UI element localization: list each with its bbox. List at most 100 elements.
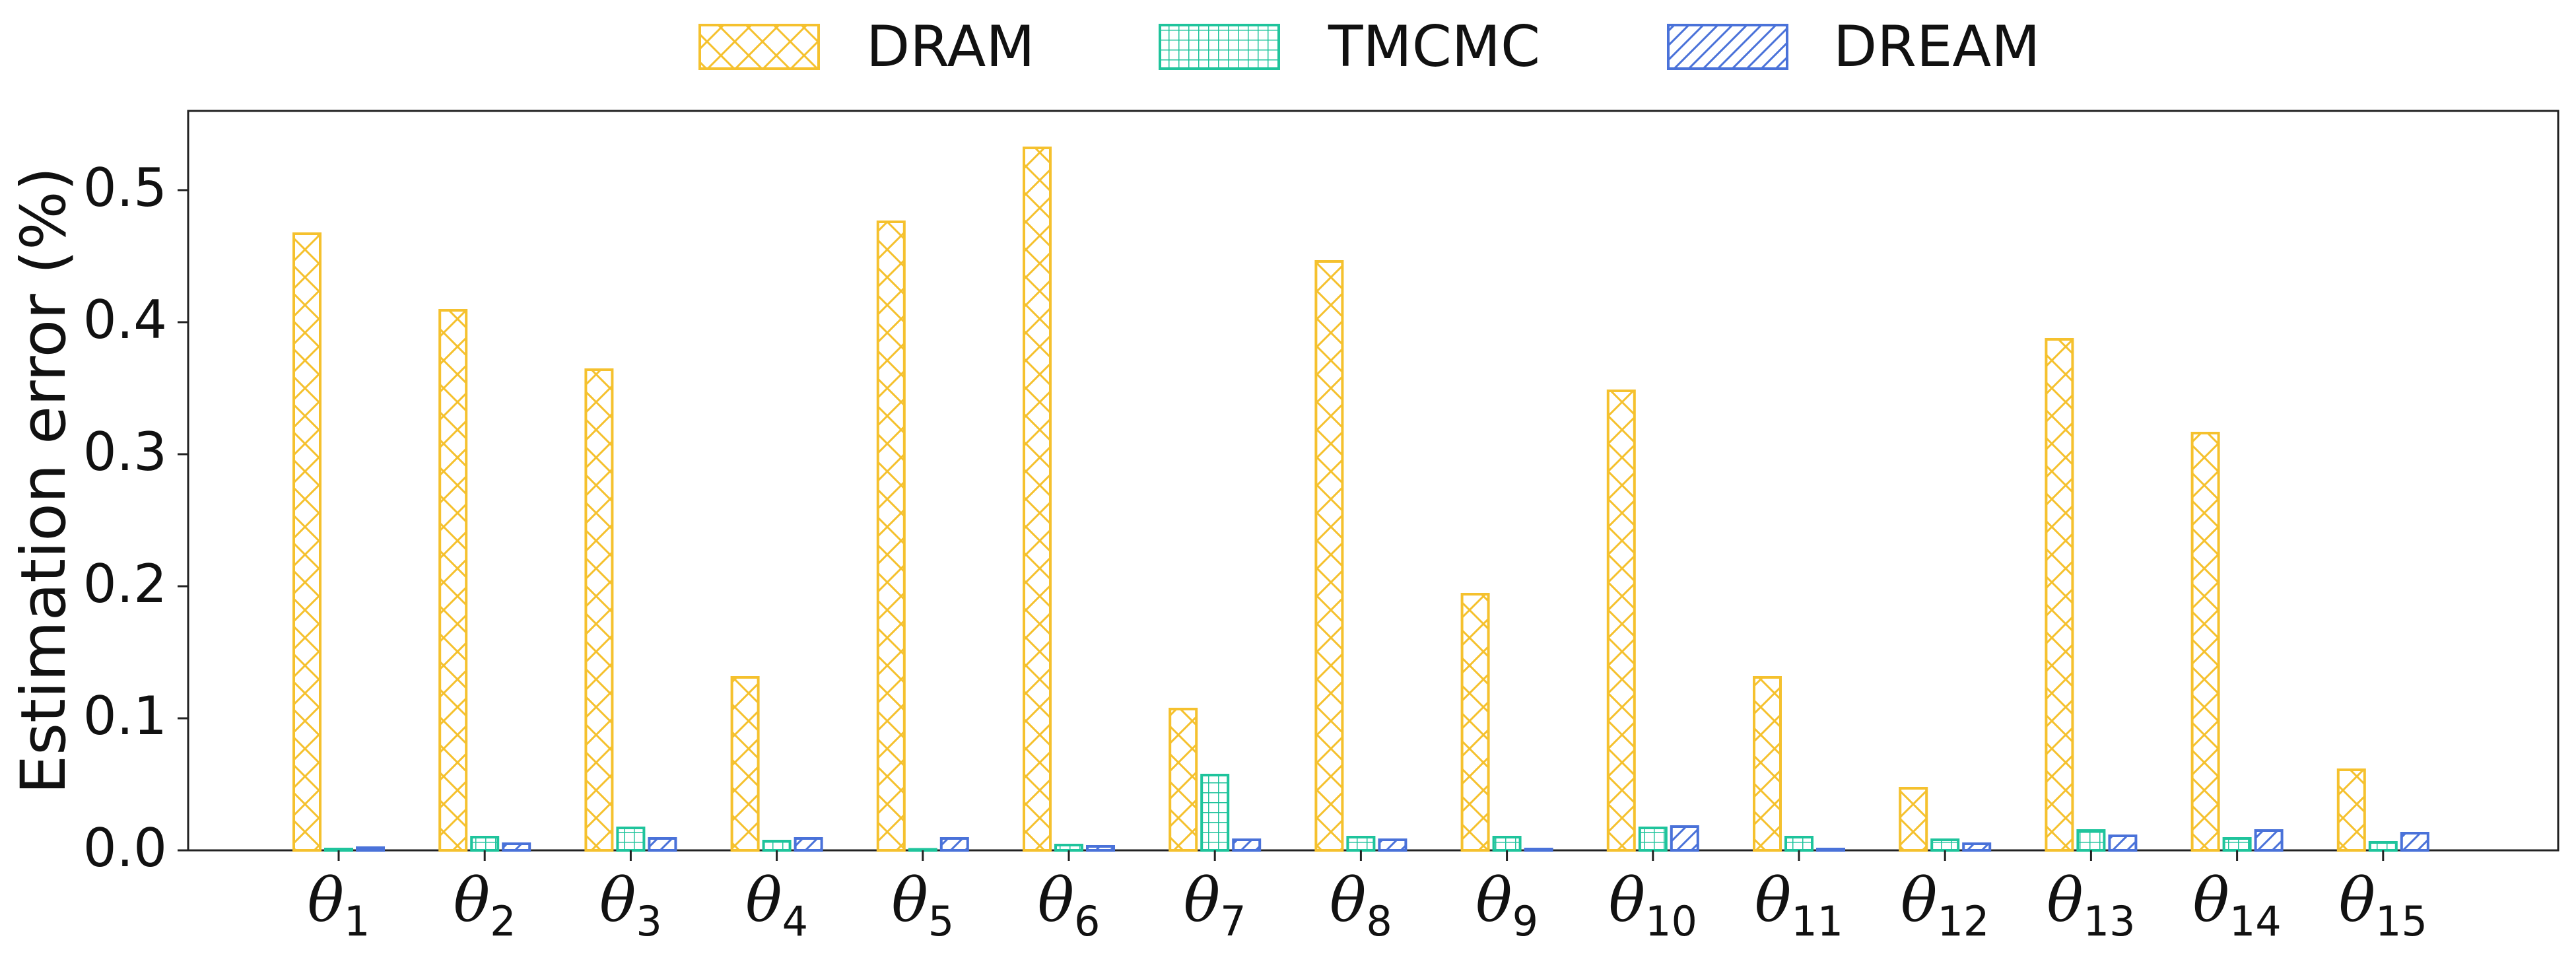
x-tick-subscript: 7 xyxy=(1220,897,1246,945)
x-tick-subscript: 9 xyxy=(1512,897,1538,945)
legend-label-dram: DRAM xyxy=(866,14,1035,80)
x-tick-symbol: θ xyxy=(891,865,928,936)
bar-dream-12 xyxy=(1962,842,1992,852)
x-tick-subscript: 13 xyxy=(2084,897,2136,945)
bar-group xyxy=(292,147,2429,852)
bar-tmcmc-6 xyxy=(1054,844,1083,852)
x-tick-symbol: θ xyxy=(1755,865,1791,936)
bar-dram-13 xyxy=(2045,338,2074,852)
bar-tmcmc-15 xyxy=(2368,841,2398,852)
bar-tmcmc-1 xyxy=(324,848,353,852)
bar-tmcmc-3 xyxy=(616,827,646,852)
legend-swatch-dream xyxy=(1667,24,1788,70)
legend-label-tmcmc: TMCMC xyxy=(1328,14,1540,80)
x-tick-subscript: 11 xyxy=(1791,897,1843,945)
bar-dream-1 xyxy=(356,846,385,852)
bar-tmcmc-13 xyxy=(2076,829,2106,852)
bar-dram-5 xyxy=(876,221,906,852)
x-tick-subscript: 3 xyxy=(636,897,661,945)
bar-dram-6 xyxy=(1023,147,1052,852)
x-tick-symbol: θ xyxy=(1184,865,1220,936)
y-tick-label: 0.0 xyxy=(83,817,167,879)
y-tick-label: 0.2 xyxy=(83,553,167,615)
bar-dream-6 xyxy=(1086,845,1115,852)
x-axis: θ1 θ2 θ3 θ4 θ5 θ6 θ7 θ8 θ9 θ10 θ11 θ12 θ13 θ14 θ15 xyxy=(308,850,2427,945)
bar-tmcmc-4 xyxy=(762,840,792,852)
x-tick-symbol: θ xyxy=(308,865,344,936)
bar-dream-13 xyxy=(2108,835,2138,852)
x-tick-subscript: 15 xyxy=(2375,897,2427,945)
y-axis: 0.0 0.1 0.2 0.3 0.4 0.5 xyxy=(83,157,188,879)
x-tick-symbol: θ xyxy=(599,865,636,936)
bar-dream-11 xyxy=(1816,848,1845,852)
bar-tmcmc-14 xyxy=(2222,837,2252,852)
x-tick-symbol: θ xyxy=(2192,865,2229,936)
x-tick-symbol: θ xyxy=(2047,865,2083,936)
bar-tmcmc-2 xyxy=(470,836,500,852)
x-tick-label: θ5 xyxy=(891,865,954,945)
x-tick-label: θ4 xyxy=(745,865,808,945)
legend-swatch-tmcmc xyxy=(1159,24,1280,70)
x-tick-subscript: 12 xyxy=(1937,897,1989,945)
y-tick-label: 0.1 xyxy=(83,685,167,747)
x-tick-label: θ9 xyxy=(1475,865,1538,945)
bar-dream-9 xyxy=(1524,848,1553,852)
bar-tmcmc-11 xyxy=(1784,836,1813,852)
y-tick-label: 0.5 xyxy=(83,157,167,219)
y-tick-label: 0.4 xyxy=(83,289,167,351)
x-tick-symbol: θ xyxy=(454,865,490,936)
x-tick-label: θ15 xyxy=(2339,865,2427,945)
bar-dream-4 xyxy=(794,837,823,852)
x-tick-symbol: θ xyxy=(1038,865,1074,936)
y-tick-label: 0.3 xyxy=(83,421,167,483)
bar-dram-14 xyxy=(2190,432,2220,852)
x-tick-label: θ14 xyxy=(2192,865,2281,945)
x-tick-symbol: θ xyxy=(1609,865,1645,936)
x-tick-label: θ8 xyxy=(1330,865,1392,945)
x-tick-subscript: 10 xyxy=(1645,897,1697,945)
bar-dram-9 xyxy=(1460,593,1490,852)
y-axis-label: Estimation error (%) xyxy=(8,167,80,795)
x-tick-subscript: 8 xyxy=(1366,897,1392,945)
bar-tmcmc-10 xyxy=(1638,827,1668,852)
x-tick-label: θ3 xyxy=(599,865,662,945)
x-tick-label: θ13 xyxy=(2047,865,2135,945)
bar-tmcmc-5 xyxy=(908,848,937,852)
bar-dream-14 xyxy=(2254,829,2284,852)
legend: DRAM TMCMC DREAM xyxy=(698,14,2040,80)
x-tick-label: θ10 xyxy=(1609,865,1697,945)
bar-dram-3 xyxy=(584,368,614,852)
bar-tmcmc-8 xyxy=(1346,836,1376,852)
bar-tmcmc-12 xyxy=(1930,838,1960,852)
x-tick-label: θ6 xyxy=(1038,865,1101,945)
x-tick-label: θ11 xyxy=(1755,865,1843,945)
x-tick-symbol: θ xyxy=(1475,865,1512,936)
bar-dream-2 xyxy=(502,842,531,852)
x-tick-symbol: θ xyxy=(1330,865,1366,936)
bar-dram-15 xyxy=(2336,768,2366,852)
bar-dram-11 xyxy=(1753,676,1782,852)
bar-dram-2 xyxy=(438,309,468,852)
x-tick-subscript: 4 xyxy=(782,897,808,945)
x-tick-symbol: θ xyxy=(745,865,782,936)
x-tick-label: θ7 xyxy=(1184,865,1246,945)
x-tick-symbol: θ xyxy=(1901,865,1937,936)
x-tick-subscript: 6 xyxy=(1074,897,1100,945)
bar-dream-10 xyxy=(1670,825,1699,852)
bar-dream-5 xyxy=(939,837,969,852)
legend-swatch-dram xyxy=(698,24,820,70)
x-tick-symbol: θ xyxy=(2339,865,2375,936)
bar-tmcmc-7 xyxy=(1200,774,1230,852)
x-tick-subscript: 1 xyxy=(344,897,370,945)
legend-label-dream: DREAM xyxy=(1833,14,2040,80)
x-tick-subscript: 2 xyxy=(490,897,516,945)
bar-tmcmc-9 xyxy=(1492,836,1522,852)
x-tick-subscript: 14 xyxy=(2229,897,2282,945)
bar-dream-8 xyxy=(1378,838,1407,852)
x-tick-label: θ1 xyxy=(308,865,370,945)
bar-dream-15 xyxy=(2400,832,2429,852)
bar-dream-7 xyxy=(1232,838,1262,852)
bar-dream-3 xyxy=(648,837,677,852)
bar-dram-4 xyxy=(730,676,760,852)
